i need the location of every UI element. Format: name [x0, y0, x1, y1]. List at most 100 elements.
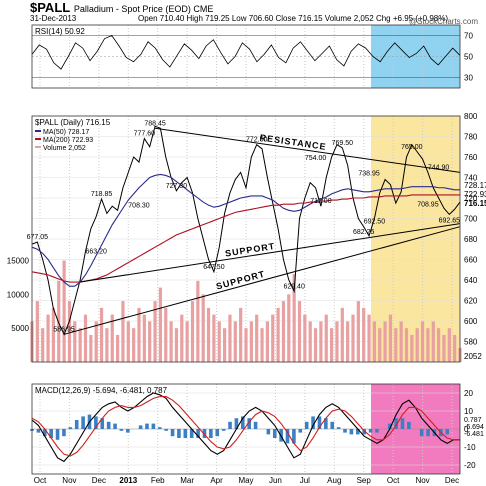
price-tick-label: 800: [464, 112, 478, 121]
symbol: $PALL: [30, 0, 71, 15]
macd-histogram-bar: [330, 421, 335, 429]
volume-bar: [271, 314, 275, 362]
volume-bar: [158, 287, 162, 362]
volume-bar: [415, 328, 419, 362]
price-annotation: 769.50: [332, 140, 354, 147]
price-label: $PALL (Daily) 716.15: [35, 118, 111, 127]
price-tick-label: 780: [464, 133, 478, 142]
price-annotation: 772.50: [246, 137, 268, 144]
volume-bar: [313, 328, 318, 362]
volume-bar: [442, 334, 446, 362]
x-tick-label: Dec: [445, 476, 459, 485]
volume-bar: [223, 328, 227, 362]
price-annotation: 744.90: [428, 164, 450, 171]
x-tick-label: Jun: [269, 476, 282, 485]
volume-bar: [367, 314, 371, 362]
macd-histogram-bar: [202, 429, 207, 438]
volume-bar: [362, 307, 366, 362]
chart-title: $PALL Palladium - Spot Price (EOD) CME: [30, 0, 213, 15]
volume-bar: [228, 314, 232, 362]
volume-bar: [351, 314, 355, 362]
macd-histogram-bar: [324, 418, 328, 429]
volume-bar: [116, 334, 120, 362]
rsi-line: [31, 35, 461, 70]
x-tick-label: Aug: [327, 476, 341, 485]
macd-histogram-bar: [170, 429, 175, 437]
price-annotation: 738.95: [358, 171, 380, 178]
volume-bar: [319, 321, 323, 362]
macd-histogram-bar: [183, 429, 188, 438]
volume-bar: [190, 301, 195, 362]
macd-tick-label: -10: [464, 443, 476, 452]
macd-histogram-bar: [400, 418, 405, 429]
price-annotation: 692.65: [439, 218, 461, 225]
macd-histogram-bar: [368, 429, 373, 433]
x-tick-label: Oct: [387, 476, 400, 485]
macd-histogram-bar: [304, 421, 309, 429]
volume-bar: [233, 321, 237, 362]
panel-border-price: [31, 115, 461, 363]
macd-last-label: -6.481: [464, 431, 484, 438]
volume-bar: [394, 328, 398, 362]
macd-histogram-bar: [42, 429, 47, 437]
panel-border-macd: [31, 383, 461, 475]
macd-histogram-bar: [145, 423, 149, 429]
volume-bar: [378, 328, 382, 362]
macd-histogram-bar: [62, 429, 66, 437]
volume-bar: [148, 321, 152, 362]
volume-bar: [292, 274, 296, 362]
volume-bar: [249, 321, 253, 362]
volume-bar: [431, 321, 435, 362]
volume-bar: [105, 328, 109, 362]
volume-bar: [78, 328, 82, 362]
volume-bar: [83, 314, 88, 362]
volume-bar: [35, 301, 39, 362]
volume-bar: [281, 301, 286, 362]
trendline: [154, 127, 461, 173]
volume-bar: [346, 321, 350, 362]
volume-bar: [447, 328, 451, 362]
trendline: [80, 223, 461, 283]
price-tick-label: 740: [464, 174, 478, 183]
volume-tick-label: 5000: [11, 324, 29, 333]
macd-tick-label: 20: [464, 389, 473, 398]
macd-histogram-bar: [407, 421, 411, 429]
macd-histogram-bar: [209, 429, 213, 438]
volume-bar: [137, 307, 141, 362]
volume-bar: [126, 321, 130, 362]
macd-histogram-bar: [55, 429, 60, 440]
volume-bar: [287, 294, 291, 362]
volume-bar: [308, 321, 312, 362]
volume-bar: [164, 307, 168, 362]
price-annotation: 629.40: [283, 283, 305, 290]
trendline: [63, 226, 461, 335]
macd-tick-label: 0: [464, 425, 469, 434]
volume-bar: [260, 328, 264, 362]
macd-histogram-bar: [298, 429, 303, 433]
volume-bar: [121, 301, 125, 362]
volume-bar: [265, 321, 269, 362]
price-annotation: 677.05: [27, 234, 49, 241]
volume-bar: [62, 260, 66, 362]
price-annotation: 765.00: [401, 144, 423, 151]
volume-bar: [340, 307, 344, 362]
macd-histogram-bar: [113, 423, 117, 429]
macd-histogram-bar: [272, 429, 277, 438]
trendline-label: RESISTANCE: [259, 132, 327, 152]
volume-bar: [255, 314, 259, 362]
macd-histogram-bar: [100, 418, 105, 429]
volume-bar: [437, 328, 441, 362]
macd-signal-line: [31, 396, 460, 457]
volume-bar: [94, 321, 98, 362]
volume-bar: [388, 314, 393, 362]
volume-bar: [57, 280, 61, 362]
volume-bar: [217, 321, 221, 362]
macd-histogram-bar: [247, 418, 251, 429]
macd-histogram-bar: [221, 429, 226, 431]
volume-tick-label: 15000: [7, 257, 30, 266]
last-value-label: 716.15: [464, 199, 486, 208]
legend-entry: MA(200) 722.93: [43, 137, 93, 144]
macd-histogram-bar: [336, 427, 341, 429]
price-annotation: 708.30: [128, 202, 150, 209]
